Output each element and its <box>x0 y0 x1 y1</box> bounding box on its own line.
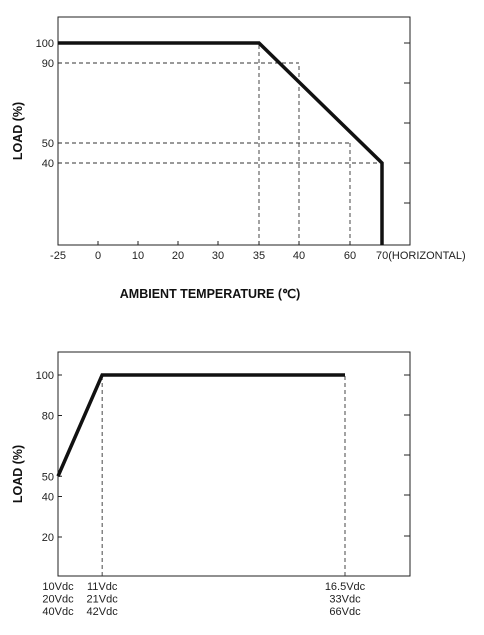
chart1-frame <box>57 16 411 246</box>
chart2-y-axis-title: LOAD (%) <box>11 445 25 503</box>
chart2-series-line <box>56 373 345 477</box>
chart1-x-tick-label: 20 <box>172 250 184 262</box>
chart2-y-tick-label: 40 <box>42 492 54 504</box>
chart1-x-axis-title: AMBIENT TEMPERATURE (℃) <box>120 287 300 301</box>
chart2-x-tick-label: 42Vdc <box>87 606 119 618</box>
chart1-x-tick-label: 60 <box>344 250 356 262</box>
chart2-x-tick-label: 33Vdc <box>329 594 361 606</box>
chart1-y-tick-label: 90 <box>42 58 54 70</box>
chart1-x-tick-label: 70(HORIZONTAL) <box>376 250 466 262</box>
chart1-series-line <box>58 41 384 245</box>
chart1-y-tick-label: 40 <box>42 158 54 170</box>
chart2-y-tick-label: 50 <box>42 471 54 483</box>
chart1-x-tick-label: 30 <box>212 250 224 262</box>
chart2-x-tick-label: 11Vdc <box>87 581 118 593</box>
chart1-y-tick-label: 50 <box>42 138 54 150</box>
chart2-x-tick-label: 16.5Vdc <box>325 581 366 593</box>
chart2-frame <box>57 351 411 577</box>
chart2-x-tick-label: 66Vdc <box>329 606 361 618</box>
chart2-y-tick-label: 100 <box>36 370 54 382</box>
chart1-y-tick-label: 100 <box>36 38 54 50</box>
chart2-x-tick-label: 10Vdc <box>42 581 74 593</box>
chart2-y-tick-label: 80 <box>42 411 54 423</box>
chart1-x-tick-label: 35 <box>253 250 265 262</box>
chart2-y-tick-label: 20 <box>42 532 54 544</box>
chart2-x-tick-label: 20Vdc <box>42 594 74 606</box>
chart2-x-tick-label: 40Vdc <box>42 606 74 618</box>
chart1-x-tick-label: 0 <box>95 250 101 262</box>
chart1-x-tick-label: -25 <box>50 250 66 262</box>
chart1-x-tick-label: 10 <box>132 250 144 262</box>
chart1-y-axis-title: LOAD (%) <box>11 102 25 160</box>
chart1-x-tick-label: 40 <box>293 250 305 262</box>
chart2-x-tick-label: 21Vdc <box>87 594 119 606</box>
